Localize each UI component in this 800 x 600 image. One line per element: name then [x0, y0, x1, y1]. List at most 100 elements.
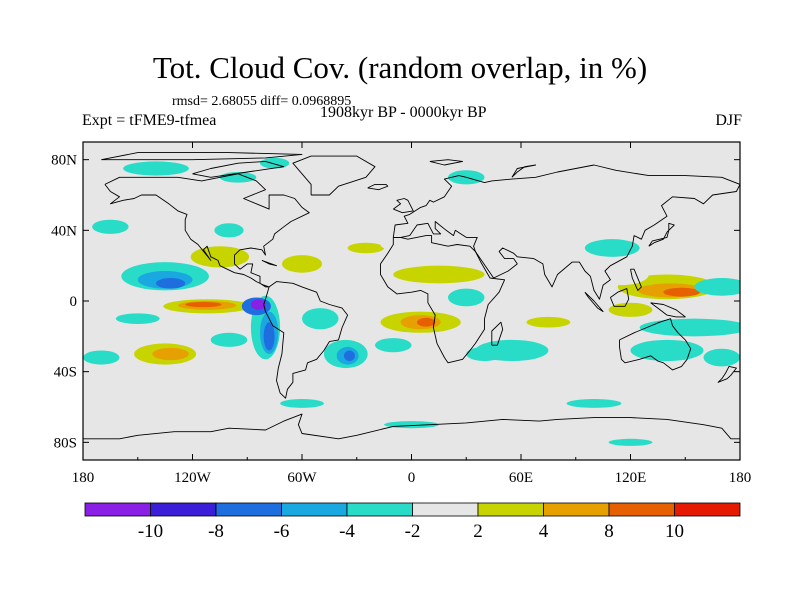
anomaly-blob — [280, 399, 324, 408]
coastline — [630, 268, 642, 291]
anomaly-blob — [393, 265, 485, 284]
anomaly-blob — [375, 338, 412, 353]
anomaly-blob — [380, 237, 425, 252]
coastline — [717, 365, 737, 383]
stats-label: rmsd= 2.68055 diff= 0.0968895 — [172, 94, 352, 109]
anomaly-field-layer — [83, 157, 740, 446]
anomaly-blob — [260, 157, 290, 169]
anomaly-blob — [475, 339, 549, 362]
x-tick-label: 60E — [509, 470, 533, 486]
coastline — [393, 198, 414, 214]
anomaly-blob — [250, 299, 266, 310]
coastline — [584, 291, 604, 313]
colorbar-swatch — [477, 502, 544, 517]
coastline — [609, 288, 630, 307]
chart-title: Tot. Cloud Cov. (random overlap, in %) — [152, 50, 648, 85]
coastline — [367, 183, 389, 191]
anomaly-blob — [645, 187, 689, 203]
anomaly-blob — [703, 348, 740, 367]
coastline — [648, 222, 675, 247]
coastline — [491, 321, 504, 346]
anomaly-blob — [594, 263, 649, 286]
coastline — [101, 152, 303, 161]
x-tick-label: 0 — [408, 470, 416, 486]
anomaly-blob — [156, 278, 186, 289]
coastline — [511, 164, 537, 178]
colorbar-label: 2 — [473, 521, 483, 542]
coastline-layer — [83, 152, 740, 440]
anomaly-blob — [499, 195, 543, 213]
anomaly-blob — [83, 429, 111, 438]
anomaly-blob — [694, 278, 740, 296]
anomaly-blob — [608, 302, 653, 317]
anomaly-blob — [584, 239, 640, 257]
anomaly-blob — [281, 255, 323, 273]
anomaly-blob — [663, 287, 700, 297]
coastline — [83, 413, 740, 440]
anomaly-blob — [115, 313, 160, 324]
x-tick-label: 60W — [287, 470, 317, 486]
anomaly-blob — [214, 223, 244, 238]
colorbar-label: -8 — [208, 521, 224, 542]
colorbar-label: 10 — [665, 521, 684, 542]
anomaly-blob — [475, 405, 567, 416]
colorbar-swatch — [608, 502, 675, 517]
anomaly-blob — [263, 322, 275, 351]
colorbar-label: -10 — [138, 521, 163, 542]
anomaly-blob — [566, 399, 622, 408]
colorbar-swatch — [543, 502, 610, 517]
coastline — [263, 281, 349, 399]
colorbar-label: -4 — [339, 521, 355, 542]
colorbar-label: 4 — [539, 521, 549, 542]
colorbar-label: 8 — [604, 521, 614, 542]
anomaly-blob — [347, 242, 385, 254]
anomaly-blob — [92, 219, 129, 234]
season-label: DJF — [715, 112, 742, 129]
anomaly-blob — [210, 332, 248, 347]
x-tick-label: 120W — [174, 470, 212, 486]
anomaly-blob — [648, 405, 722, 416]
anomaly-blob — [493, 285, 549, 300]
colorbar-label: -2 — [405, 521, 421, 542]
colorbar-swatch — [674, 502, 741, 517]
anomaly-blob — [416, 317, 436, 327]
colorbar-swatch — [281, 502, 348, 517]
anomaly-blob — [566, 187, 622, 203]
y-tick-label: 80N — [51, 153, 77, 169]
y-tick-label: 0 — [70, 294, 78, 310]
period-label: 1908kyr BP - 0000kyr BP — [320, 104, 487, 121]
x-tick-label: 180 — [729, 470, 752, 486]
colorbar: -10 -8 -6 -4 -2 2 4 8 10 — [84, 502, 741, 542]
x-tick-label: 180 — [72, 470, 95, 486]
experiment-label: Expt = tFME9-tfmea — [82, 112, 217, 129]
anomaly-blob — [448, 288, 485, 307]
anomaly-blob — [185, 301, 222, 308]
x-tick-label: 120E — [615, 470, 647, 486]
colorbar-swatch — [412, 502, 479, 517]
colorbar-swatch — [84, 502, 151, 517]
anomaly-blob — [448, 246, 521, 268]
coastline — [429, 159, 464, 166]
anomaly-blob — [630, 339, 704, 362]
axis-ticks: 180 120W 60W 0 60E 120E 180 80N 40N 0 40S 80S — [51, 142, 751, 486]
coastline — [380, 235, 506, 364]
anomaly-blob — [699, 389, 740, 397]
colorbar-label: -6 — [274, 521, 290, 542]
anomaly-blob — [83, 405, 156, 416]
anomaly-blob — [343, 350, 355, 362]
anomaly-blob — [608, 438, 653, 446]
coastline — [104, 173, 310, 288]
anomaly-blob — [83, 350, 120, 365]
coastline — [392, 164, 740, 300]
anomaly-blob — [302, 308, 339, 330]
anomaly-blob — [570, 316, 636, 339]
coastline — [292, 155, 376, 196]
anomaly-blob — [311, 405, 403, 416]
anomaly-blob — [152, 347, 189, 361]
anomaly-blob — [123, 161, 189, 176]
colorbar-swatch — [215, 502, 282, 517]
y-tick-label: 40N — [51, 223, 77, 239]
coastline — [650, 302, 686, 318]
y-tick-label: 40S — [54, 365, 77, 381]
